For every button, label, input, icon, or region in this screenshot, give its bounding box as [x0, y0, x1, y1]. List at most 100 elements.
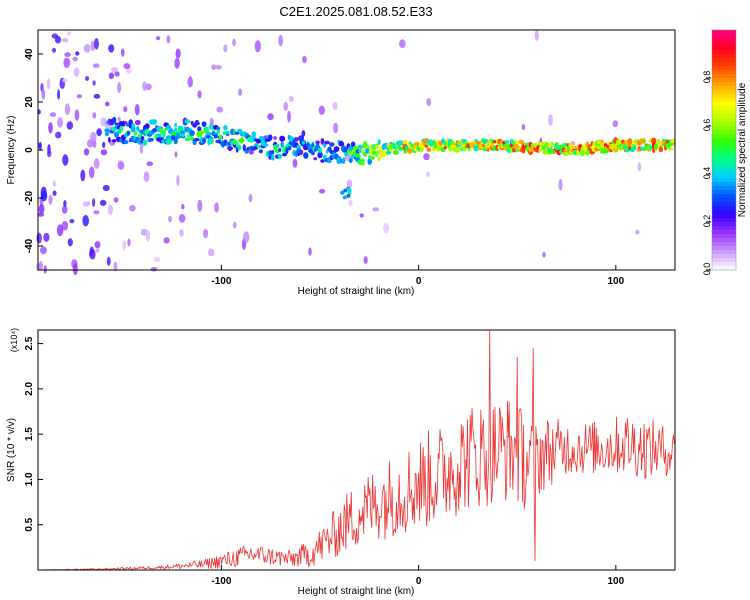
spectrogram-noise-cell — [93, 94, 101, 99]
spectrogram-ridge-cell — [348, 145, 354, 152]
spectrogram-ridge-cell — [339, 158, 343, 164]
spectrogram-noise-cell — [292, 158, 298, 168]
colorbar-band — [712, 54, 736, 59]
spectrogram-noise-cell — [95, 248, 100, 253]
spectrogram-noise-cell — [37, 212, 45, 217]
spectrogram-ridge-cell — [249, 150, 254, 155]
spectrogram-ridge-cell — [299, 149, 304, 156]
spectrogram-noise-cell — [36, 232, 42, 244]
spectrogram-noise-cell — [612, 120, 619, 128]
spectrogram-noise-cell — [62, 78, 68, 83]
spectrogram-noise-cell — [108, 72, 115, 80]
spectrogram-ridge-cell — [329, 142, 335, 147]
spectrogram-noise-cell — [40, 246, 47, 255]
colorbar-band — [712, 194, 736, 199]
spectrogram-feature-cell — [343, 188, 348, 193]
colorbar-band — [712, 222, 736, 227]
colorbar-band — [712, 86, 736, 91]
spectrogram-noise-cell — [134, 104, 140, 116]
spectrogram-ridge-cell — [114, 122, 119, 126]
spectrogram-noise-cell — [66, 31, 72, 36]
colorbar-band — [712, 254, 736, 259]
spectrogram-noise-cell — [94, 241, 101, 249]
spectrogram-noise-cell — [179, 229, 184, 237]
spectrogram-noise-cell — [120, 48, 125, 57]
spectrogram-noise-cell — [83, 44, 91, 53]
colorbar-band — [712, 38, 736, 43]
spectrogram-ridge-cell — [392, 150, 399, 155]
spectrogram-ridge-cell — [239, 137, 245, 144]
spectrogram-ridge-cell — [375, 153, 379, 157]
spectrogram-noise-cell — [99, 199, 107, 206]
colorbar-band — [712, 138, 736, 143]
spectrogram-noise-cell — [174, 57, 180, 69]
spectrogram-noise-cell — [558, 178, 563, 191]
colorbar-band — [712, 238, 736, 243]
spectrogram-ridge-cell — [140, 136, 145, 141]
colorbar-band — [712, 182, 736, 187]
spectrogram-ridge-cell — [576, 149, 580, 156]
colorbar-band — [712, 162, 736, 167]
spectrogram-noise-cell — [521, 124, 526, 131]
spectrogram-y-label: Frequency (Hz) — [6, 116, 17, 185]
spectrogram-ridge-cell — [377, 156, 381, 162]
spectrogram-ridge-cell — [301, 140, 306, 145]
spectrogram-noise-cell — [150, 267, 158, 272]
spectrogram-ridge-cell — [298, 135, 305, 142]
spectrogram-ridge-cell — [658, 146, 663, 153]
spectrogram-ridge-cell — [271, 150, 275, 155]
spectrogram-ridge-cell — [144, 123, 150, 129]
spectrogram-y-tick-label: -40 — [24, 238, 35, 253]
spectrogram-noise-cell — [383, 223, 390, 234]
spectrogram-noise-cell — [117, 82, 121, 94]
colorbar-label: Normalized spectral amplitude — [737, 82, 748, 217]
spectrogram-ridge-cell — [279, 135, 286, 142]
spectrogram-noise-cell — [143, 171, 150, 182]
colorbar-band — [712, 142, 736, 147]
colorbar-band — [712, 90, 736, 95]
spectrogram-ridge-cell — [223, 124, 228, 131]
colorbar-band — [712, 242, 736, 247]
spectrogram-ridge-cell — [237, 144, 242, 151]
spectrogram-noise-cell — [122, 240, 126, 251]
spectrogram-noise-cell — [67, 238, 73, 247]
spectrogram-ridge-cell — [258, 149, 263, 154]
spectrogram-noise-cell — [40, 190, 48, 202]
spectrogram-ridge-cell — [301, 130, 306, 137]
colorbar-band — [712, 98, 736, 103]
spectrogram-ridge-cell — [203, 126, 210, 131]
spectrogram-ridge-cell — [374, 145, 379, 149]
spectrogram-noise-cell — [46, 78, 51, 90]
spectrogram-ridge-cell — [142, 139, 148, 146]
spectrogram-noise-cell — [348, 199, 353, 206]
colorbar-band — [712, 170, 736, 175]
spectrogram-noise-cell — [176, 174, 180, 187]
spectrogram-noise-cell — [55, 131, 62, 139]
colorbar-band — [712, 34, 736, 39]
spectrogram-ridge-cell — [275, 143, 280, 148]
colorbar-band — [712, 70, 736, 75]
spectrogram-noise-cell — [267, 113, 274, 121]
spectrogram-ridge-cell — [119, 125, 124, 133]
spectrogram-ridge-cell — [271, 153, 275, 159]
spectrogram-ridge-cell — [202, 137, 207, 144]
spectrogram-noise-cell — [93, 158, 100, 169]
spectrogram-ridge-cell — [407, 148, 413, 154]
spectrogram-ridge-cell — [175, 132, 181, 140]
spectrogram-ridge-cell — [251, 131, 256, 138]
spectrogram-noise-cell — [117, 161, 125, 170]
spectrogram-noise-cell — [82, 201, 90, 208]
spectrogram-noise-cell — [114, 71, 120, 77]
spectrogram-noise-cell — [105, 101, 110, 107]
spectrogram-noise-cell — [52, 47, 56, 53]
spectrogram-ridge-cell — [228, 145, 233, 152]
spectrogram-ridge-cell — [481, 143, 485, 148]
spectrogram-noise-cell — [197, 90, 202, 99]
spectrogram-noise-cell — [166, 35, 171, 44]
spectrogram-noise-cell — [47, 149, 52, 158]
colorbar-band — [712, 30, 736, 35]
spectrogram-noise-cell — [107, 204, 113, 215]
spectrogram-ridge-cell — [219, 135, 223, 140]
figure-title: C2E1.2025.081.08.52.E33 — [279, 4, 432, 19]
spectrogram-ridge-cell — [184, 137, 191, 142]
